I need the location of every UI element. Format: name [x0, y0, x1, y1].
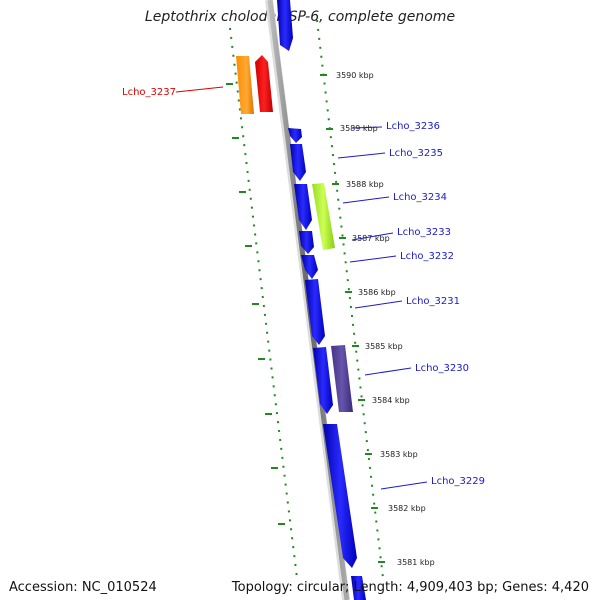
tick-label: 3590 kbp: [336, 71, 374, 80]
gene-arrow-lcho-3231: [305, 279, 325, 345]
tick-label: 3588 kbp: [346, 180, 384, 189]
gene-block-red: [255, 55, 273, 112]
gene-arrow: [351, 576, 366, 600]
gene-label-lcho-3230: Lcho_3230: [415, 363, 469, 374]
gene-labels: Lcho_3237 Lcho_3236 Lcho_3235 Lcho_3234 …: [122, 86, 485, 490]
gene-arrow-lcho-3232: [301, 255, 318, 279]
tick-label: 3583 kbp: [380, 450, 418, 459]
tick-label: 3589 kbp: [340, 124, 378, 133]
gene-label-lcho-3229: Lcho_3229: [431, 476, 485, 487]
accession-text: Accession: NC_010524: [9, 580, 157, 595]
gene-label-lcho-3235: Lcho_3235: [389, 148, 443, 159]
tick-label: 3585 kbp: [365, 342, 403, 351]
tick-label: 3586 kbp: [358, 288, 396, 297]
feature-blocks: [236, 55, 353, 412]
map-title: Leptothrix cholodnii SP-6, complete geno…: [144, 9, 456, 25]
gene-label-lcho-3233: Lcho_3233: [397, 227, 451, 238]
leader-line: [351, 232, 394, 241]
leader-line: [351, 126, 383, 129]
leader-line: [349, 255, 397, 263]
kbp-ticks: 3590 kbp 3589 kbp 3588 kbp 3587 kbp 3586…: [226, 71, 435, 567]
forward-genes: [277, 0, 366, 600]
leader-line: [380, 481, 428, 490]
tick-label: 3587 kbp: [352, 234, 390, 243]
gene-arrow-lcho-3230: [313, 347, 333, 414]
tick-label: 3581 kbp: [397, 558, 435, 567]
gene-arrow-lcho-3234: [294, 184, 312, 230]
leader-line: [175, 86, 224, 93]
gene-arrow-lcho-3233: [299, 231, 314, 254]
leader-line: [354, 300, 403, 309]
tick-label: 3584 kbp: [372, 396, 410, 405]
gene-arrow-lcho-3229: [323, 424, 357, 568]
leader-line: [337, 152, 386, 159]
genome-summary: Topology: circular; Length: 4,909,403 bp…: [231, 580, 589, 595]
gene-label-lcho-3234: Lcho_3234: [393, 192, 447, 203]
gene-block-purple: [331, 345, 353, 412]
leader-line: [364, 367, 412, 376]
outer-scale-line: [316, 19, 384, 579]
gene-arrow: [277, 0, 293, 51]
gene-arrow-lcho-3235: [290, 144, 306, 181]
gene-label-lcho-3236: Lcho_3236: [386, 121, 440, 132]
gene-block-lcho-3237-orange: [236, 56, 254, 114]
gene-label-lcho-3231: Lcho_3231: [406, 296, 460, 307]
gene-label-lcho-3232: Lcho_3232: [400, 251, 454, 262]
tick-label: 3582 kbp: [388, 504, 426, 513]
gene-label-lcho-3237: Lcho_3237: [122, 87, 176, 98]
gene-arrow-lcho-3236: [288, 128, 302, 143]
leader-line: [342, 196, 390, 204]
gene-block-green: [312, 183, 335, 250]
